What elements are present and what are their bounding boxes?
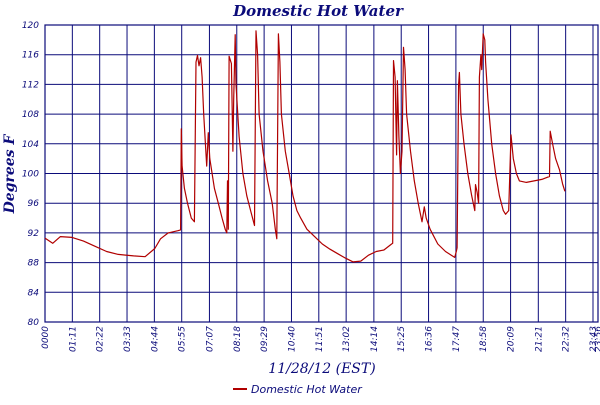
y-tick-label: 80 (28, 318, 40, 328)
x-tick-label: 22:32 (562, 326, 572, 352)
y-tick-labels: 80 84 88 92 96 100 104 108 112 116 120 (22, 21, 39, 328)
x-tick-label: 03:33 (123, 326, 133, 352)
chart-title: Domestic Hot Water (232, 2, 404, 20)
x-tick-label: 21:21 (534, 326, 544, 352)
series-layer (44, 30, 566, 263)
y-tick-label: 108 (22, 110, 39, 120)
x-tick-label: 01:11 (68, 326, 78, 352)
y-tick-label: 96 (28, 199, 40, 209)
y-tick-label: 116 (22, 51, 39, 61)
y-axis-label: Degrees F (2, 134, 18, 215)
x-tick-label: 0000 (41, 326, 51, 349)
legend-label: Domestic Hot Water (251, 383, 363, 396)
x-tick-label: 08:18 (233, 326, 243, 352)
legend: Domestic Hot Water (233, 383, 363, 396)
x-tick-label: 07:07 (205, 326, 215, 352)
x-axis-label: 11/28/12 (EST) (268, 361, 375, 377)
x-tick-label: 18:58 (479, 326, 489, 352)
x-tick-label: 09:29 (260, 326, 270, 352)
x-tick-labels: 0000 01:11 02:22 03:33 04:44 05:55 07:07 08:18 0… (41, 326, 600, 352)
x-tick-label: 05:55 (178, 326, 188, 352)
x-tick-label: 11:51 (315, 326, 325, 352)
y-tick-label: 84 (28, 288, 40, 298)
y-tick-label: 104 (22, 140, 39, 150)
y-tick-label: 120 (22, 21, 39, 31)
x-tick-label: 15:25 (397, 326, 407, 352)
x-tick-label: 16:36 (425, 326, 435, 352)
x-tick-label: 20:09 (507, 326, 517, 352)
x-tick-label: 02:22 (96, 326, 106, 352)
y-tick-label: 88 (28, 259, 40, 269)
grid (44, 24, 599, 323)
x-tick-label: 23:43 (589, 326, 599, 352)
x-tick-label: 14:14 (370, 326, 380, 352)
y-tick-label: 92 (28, 229, 40, 239)
x-tick-label: 23:56 (594, 326, 600, 352)
y-tick-label: 112 (22, 80, 39, 90)
x-tick-label: 13:02 (342, 326, 352, 352)
y-tick-label: 100 (22, 170, 39, 180)
series-line (44, 30, 566, 263)
x-tick-label: 10:40 (287, 326, 297, 352)
x-tick-label: 04:44 (150, 326, 160, 352)
x-tick-label: 17:47 (452, 326, 462, 352)
plot-border (44, 24, 599, 323)
